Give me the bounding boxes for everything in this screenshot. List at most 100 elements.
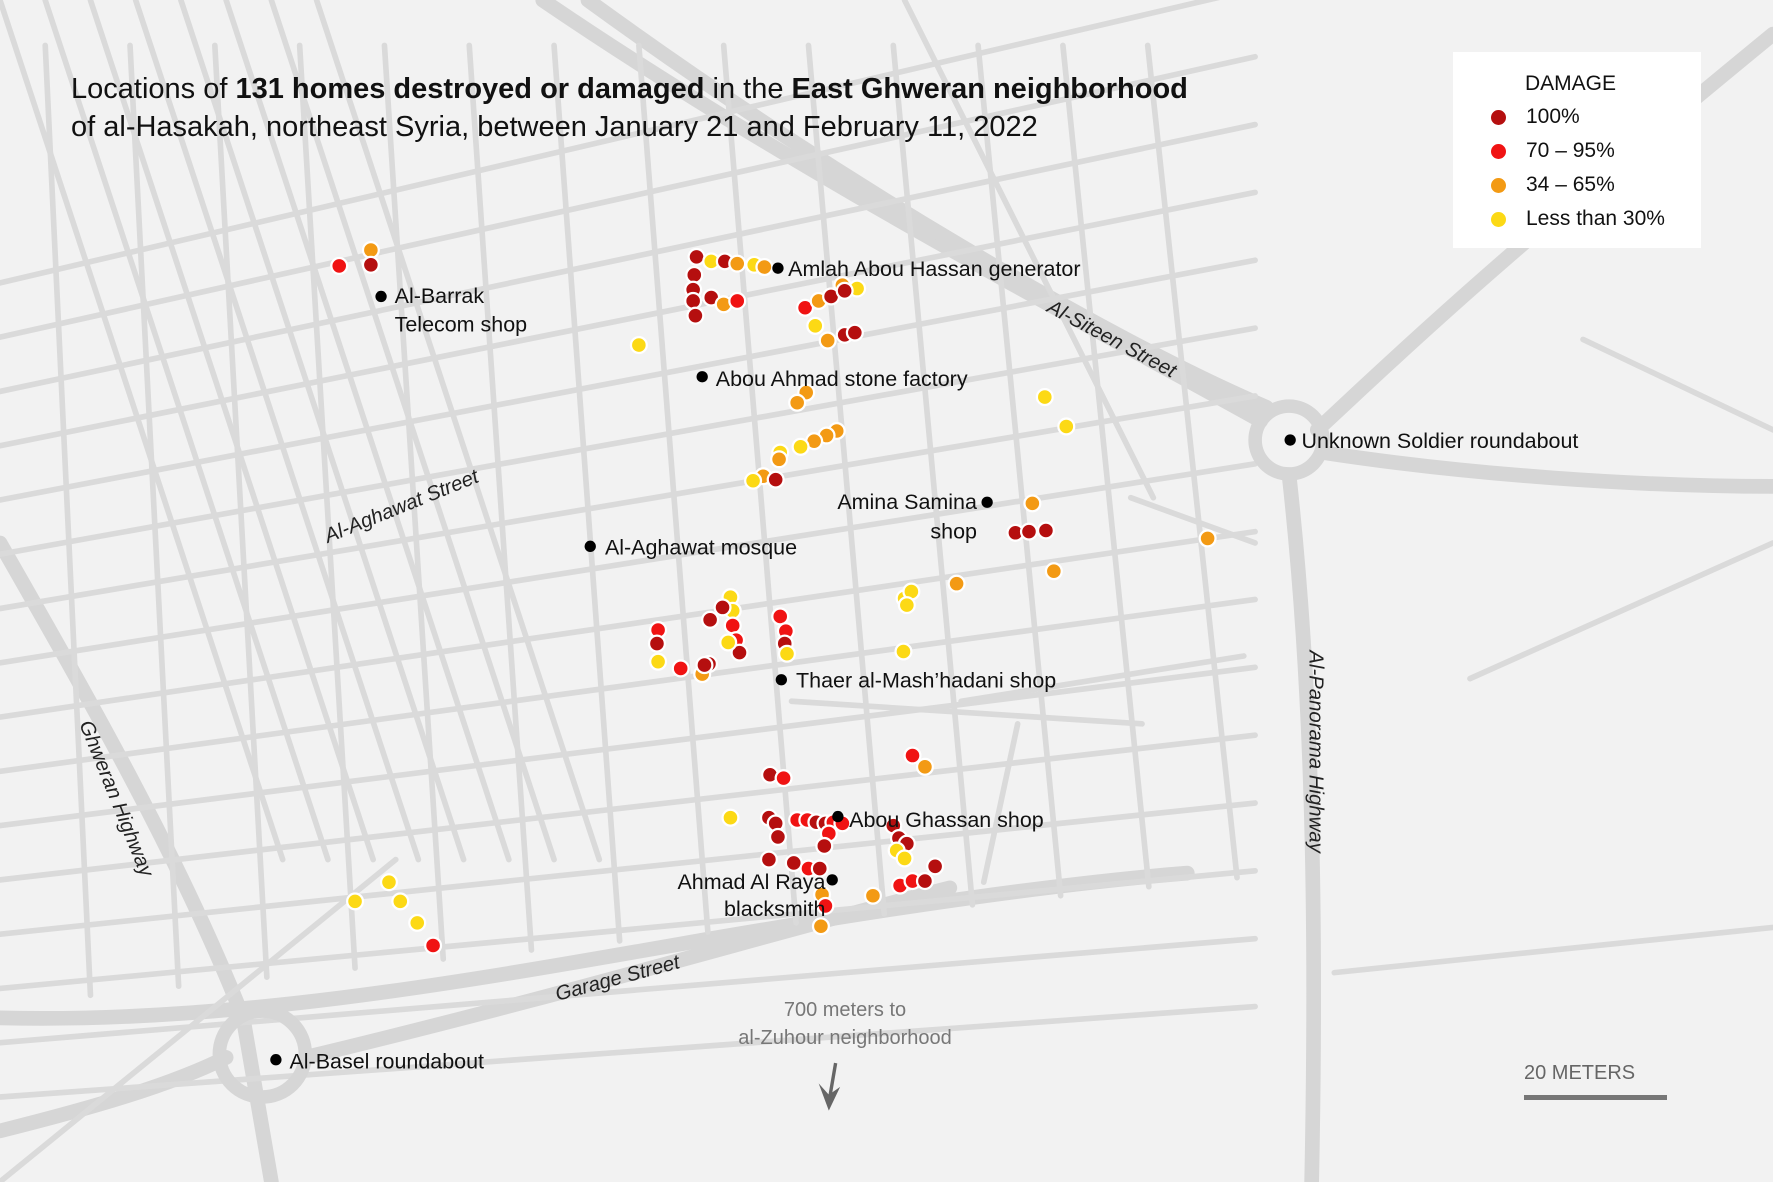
legend-swatch xyxy=(1491,109,1506,125)
minor-road xyxy=(0,121,1258,395)
damage-point xyxy=(903,746,922,765)
damage-point xyxy=(687,247,706,266)
minor-road xyxy=(0,460,1258,666)
damage-point xyxy=(391,892,410,911)
minor-road xyxy=(212,42,270,980)
minor-road xyxy=(0,257,1258,503)
damage-point xyxy=(728,291,747,311)
damage-point xyxy=(816,896,835,915)
landmarks: Amlah Abou Hassan generator Al-Barrak Te… xyxy=(270,257,1578,1074)
landmark-marker xyxy=(772,262,784,274)
damage-point xyxy=(1057,417,1076,436)
damage-point xyxy=(818,331,837,350)
minor-road xyxy=(980,721,1021,885)
damage-point xyxy=(408,913,427,932)
damage-point xyxy=(346,892,365,911)
damage-point xyxy=(926,857,945,876)
minor-road xyxy=(0,868,1258,992)
damage-point xyxy=(811,917,830,936)
damage-point xyxy=(788,393,807,412)
legend-title: DAMAGE xyxy=(1525,72,1617,95)
scale-bar xyxy=(1524,1095,1667,1100)
minor-road xyxy=(1060,42,1152,890)
landmark-marker xyxy=(1284,434,1296,446)
legend-label: 100% xyxy=(1526,105,1580,128)
minor-road xyxy=(0,528,1258,720)
legend-swatch xyxy=(1491,177,1506,193)
damage-point xyxy=(361,255,380,274)
minor-road xyxy=(87,0,376,863)
minor-road xyxy=(901,0,1157,501)
landmark-marker xyxy=(270,1054,282,1066)
damage-point xyxy=(863,886,882,905)
minor-road xyxy=(132,0,422,863)
damage-point xyxy=(719,633,738,652)
al-basel-roundabout-shape xyxy=(212,1004,313,1104)
legend-item: Less than 30% xyxy=(1491,207,1665,231)
street-label-al-panorama-highway: Al-Panorama Highway xyxy=(1304,649,1326,854)
landmark-marker xyxy=(826,874,838,886)
minor-road xyxy=(788,698,1145,727)
damage-point xyxy=(1023,494,1042,513)
minor-road xyxy=(0,53,1258,340)
damage-point xyxy=(1198,529,1217,548)
damage-point xyxy=(897,596,916,615)
minor-road xyxy=(223,0,512,863)
minor-road xyxy=(1580,336,1773,433)
landmark-label: Telecom shop xyxy=(395,312,528,336)
legend: DAMAGE 100% 70 – 95% 34 – 65% Less than … xyxy=(1453,52,1701,248)
major-road xyxy=(1281,467,1322,1182)
major-road xyxy=(580,0,1274,415)
damage-point xyxy=(723,616,742,635)
damage-point xyxy=(1019,522,1039,541)
damage-point xyxy=(330,256,349,275)
landmark-marker xyxy=(832,810,844,823)
damage-point xyxy=(1035,388,1054,407)
major-road xyxy=(535,0,1269,429)
legend-label: 70 – 95% xyxy=(1526,139,1615,162)
minor-road xyxy=(975,42,1064,899)
minor-road xyxy=(1467,540,1773,682)
damage-point xyxy=(695,656,714,675)
damage-point xyxy=(713,598,732,617)
minor-road xyxy=(296,42,358,971)
minor-road xyxy=(0,393,1258,612)
landmark-label: Al-Basel roundabout xyxy=(289,1050,484,1074)
landmark-label: Amina Samina xyxy=(837,490,977,514)
damage-point xyxy=(649,652,668,671)
minor-road xyxy=(381,42,447,962)
landmark-label: Al-Barrak xyxy=(395,284,485,308)
legend-item: 70 – 95% xyxy=(1491,139,1615,163)
street-label-al-siteen: Al-Siteen Street xyxy=(1043,296,1181,383)
minor-road xyxy=(0,1003,1258,1100)
legend-label: Less than 30% xyxy=(1526,207,1665,230)
legend-swatch xyxy=(1491,143,1506,159)
minor-road xyxy=(0,325,1258,558)
minor-road xyxy=(42,42,94,999)
damage-point xyxy=(744,471,763,490)
distance-note: 700 meters to al-Zuhour neighborhood xyxy=(738,999,952,1049)
damage-point xyxy=(1044,562,1063,581)
landmark-label: Al-Aghawat mosque xyxy=(605,535,797,559)
damage-point xyxy=(815,836,834,856)
damage-point xyxy=(895,849,914,868)
damage-point xyxy=(771,607,790,626)
damage-point xyxy=(721,808,740,827)
major-road xyxy=(1315,445,1773,494)
minor-road xyxy=(42,0,331,863)
landmark-label: Abou Ghassan shop xyxy=(849,808,1044,832)
minor-road xyxy=(0,0,286,863)
major-road xyxy=(0,1050,234,1139)
legend-item: 34 – 65% xyxy=(1491,173,1615,197)
damage-point xyxy=(755,257,774,277)
minor-road xyxy=(1331,924,1773,976)
legend-swatch xyxy=(1491,211,1506,227)
damage-point xyxy=(791,437,810,456)
minor-road xyxy=(0,800,1258,938)
landmark-label: Abou Ahmad stone factory xyxy=(716,367,968,391)
minor-road xyxy=(0,732,1258,883)
unknown-soldier-roundabout-shape xyxy=(1248,399,1330,481)
damage-point xyxy=(685,265,704,285)
scale-label: 20 METERS xyxy=(1524,1062,1636,1084)
damage-point xyxy=(784,853,803,872)
